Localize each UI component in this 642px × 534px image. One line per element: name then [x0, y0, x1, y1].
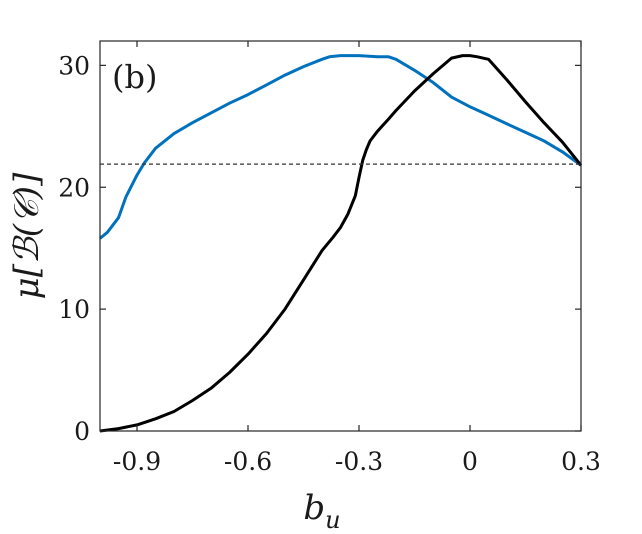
- ticks-layer: -0.9 -0.6 -0.3 0 0.3 0 10 20 30: [58, 41, 601, 476]
- y-axis-label: μ[ℬ(𝒞)]: [7, 172, 47, 299]
- plot-background: [100, 41, 581, 431]
- x-tick-label: 0: [462, 447, 478, 476]
- y-tick-label: 30: [58, 51, 90, 80]
- y-tick-label: 0: [74, 417, 90, 446]
- x-axis-label: bu: [303, 488, 340, 534]
- series-line-1: [99, 54, 582, 240]
- series-line-2: [99, 54, 583, 433]
- x-tick-label: 0.3: [561, 447, 601, 476]
- y-tick-label: 20: [58, 173, 90, 202]
- x-tick-label: -0.9: [113, 447, 161, 476]
- x-tick-label: -0.3: [335, 447, 383, 476]
- panel-label: (b): [112, 58, 157, 96]
- plot-frame: [99, 40, 582, 432]
- series-layer: [99, 54, 583, 433]
- x-tick-label: -0.6: [224, 447, 272, 476]
- y-tick-label: 10: [58, 295, 90, 324]
